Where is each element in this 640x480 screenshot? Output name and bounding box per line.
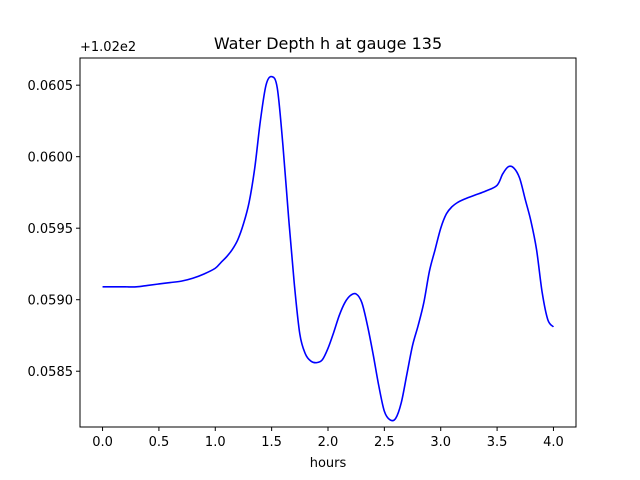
x-tick-label: 2.0: [318, 435, 339, 450]
y-axis-ticks: 0.0585 0.0590 0.0595 0.0600 0.0605: [28, 79, 80, 380]
x-tick-label: 3.0: [430, 435, 451, 450]
y-tick-label: 0.0605: [28, 79, 74, 94]
x-tick-label: 1.0: [205, 435, 226, 450]
series-line-water-depth: [102, 75, 555, 422]
axes-background: [80, 58, 576, 427]
x-tick-label: 0.5: [149, 435, 170, 450]
y-offset-label: +1.02e2: [80, 40, 136, 55]
plot-area: [80, 58, 576, 427]
x-axis-label: hours: [310, 456, 347, 471]
x-tick-label: 2.5: [374, 435, 395, 450]
y-tick-label: 0.0600: [28, 151, 74, 166]
x-axis-ticks: 0.0 0.5 1.0 1.5 2.0 2.5 3.0 3.5 4.0: [92, 427, 564, 450]
axes-frame: [79, 57, 577, 428]
x-tick-label: 0.0: [92, 435, 113, 450]
x-tick-label: 3.5: [487, 435, 508, 450]
x-tick-label: 1.5: [261, 435, 282, 450]
y-tick-label: 0.0585: [28, 365, 74, 380]
y-tick-label: 0.0590: [28, 294, 74, 309]
y-tick-label: 0.0595: [28, 222, 74, 237]
chart-title: Water Depth h at gauge 135: [214, 34, 442, 53]
x-tick-label: 4.0: [543, 435, 564, 450]
series-layer: [102, 75, 555, 422]
